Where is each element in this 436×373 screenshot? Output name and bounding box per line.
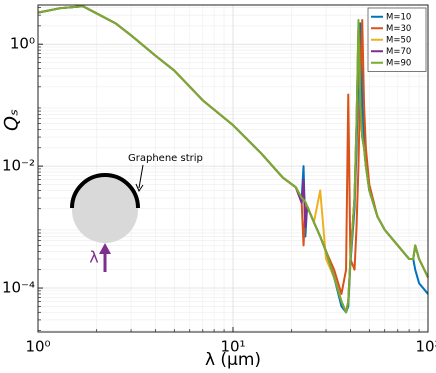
legend-label: M=10	[386, 12, 411, 22]
legend: M=10 M=30M=50 M=70M=90	[367, 7, 427, 72]
particle	[72, 177, 138, 243]
legend-label: M=70	[386, 47, 411, 57]
graphene-strip	[70, 173, 140, 209]
y-tick-label: 10⁰	[10, 35, 35, 53]
pointer	[138, 164, 144, 189]
wavelength-label: λ	[89, 248, 98, 267]
legend-label: M=30	[386, 24, 411, 34]
x-tick-label: 10⁰	[25, 338, 50, 356]
series-line	[37, 5, 429, 314]
pointer-head	[135, 183, 144, 193]
legend-label: M=90	[386, 58, 411, 68]
lines	[37, 5, 429, 314]
wave-arrow-head	[99, 243, 111, 254]
y-tick-label: 10⁻²	[2, 157, 35, 175]
x-axis-label: λ (μm)	[205, 350, 261, 370]
x-tick-label: 10²	[415, 338, 436, 356]
strip-label: Graphene strip	[128, 153, 203, 164]
y-axis-label: Qₛ	[1, 109, 23, 131]
x-tick-label: 10¹	[220, 338, 245, 356]
axes: 10⁰ 10¹ 10² 10⁻⁴ 10⁻² 10⁰	[2, 7, 436, 356]
y-tick-label: 10⁻⁴	[2, 279, 35, 297]
inset: Graphene strip λ	[70, 153, 203, 272]
legend-box	[367, 7, 427, 72]
legend-label: M=50	[386, 35, 411, 45]
